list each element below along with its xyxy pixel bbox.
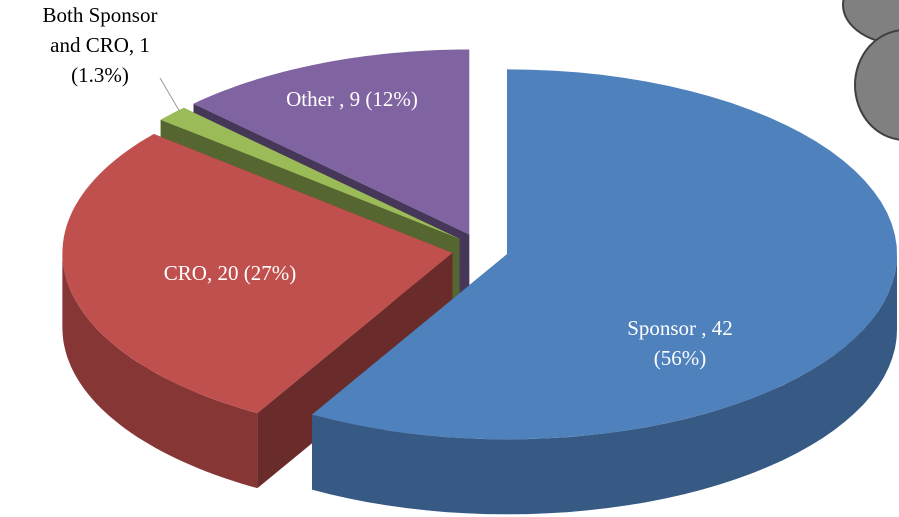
slice-top <box>312 69 897 440</box>
slice <box>62 134 453 489</box>
data-label: Other , 9 (12%) <box>286 87 418 111</box>
decoration <box>842 0 899 141</box>
slice-wall <box>257 252 453 489</box>
slice-top <box>62 134 453 414</box>
slice-side <box>312 254 897 515</box>
data-label: Sponsor , 42 <box>627 316 733 340</box>
data-label: Both Sponsor <box>43 3 158 27</box>
slice-top <box>160 107 460 239</box>
data-label: and CRO, 1 <box>50 33 150 57</box>
slice-top <box>193 49 470 235</box>
data-label: CRO, 20 (27%) <box>164 261 296 285</box>
slice-side <box>62 252 258 489</box>
slice-side-shade <box>312 254 897 515</box>
slice-wall-shade <box>257 252 453 489</box>
data-label: (56%) <box>654 346 706 370</box>
slice-side-shade <box>62 252 258 489</box>
slice <box>312 69 897 515</box>
leader-line <box>159 77 181 113</box>
data-label: (1.3%) <box>71 63 129 87</box>
